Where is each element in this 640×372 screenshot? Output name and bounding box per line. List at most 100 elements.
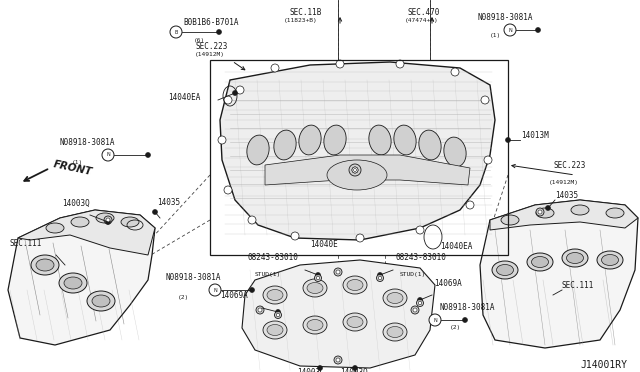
Polygon shape (18, 210, 155, 255)
Ellipse shape (31, 255, 59, 275)
Circle shape (336, 270, 340, 274)
Text: (1): (1) (490, 33, 501, 38)
Circle shape (224, 186, 232, 194)
Circle shape (258, 308, 262, 312)
Circle shape (170, 26, 182, 38)
Circle shape (545, 205, 550, 211)
Text: 14003Q: 14003Q (62, 199, 90, 208)
Circle shape (106, 218, 110, 222)
Circle shape (538, 210, 542, 214)
Circle shape (145, 153, 150, 157)
Circle shape (316, 276, 320, 280)
Ellipse shape (531, 257, 548, 267)
Polygon shape (8, 210, 155, 345)
Ellipse shape (444, 137, 466, 167)
Text: 14035: 14035 (157, 198, 180, 207)
Circle shape (378, 276, 381, 280)
Circle shape (276, 313, 280, 317)
Ellipse shape (307, 282, 323, 294)
Text: STUD(1): STUD(1) (255, 272, 281, 277)
Text: J14001RY: J14001RY (580, 360, 627, 370)
Ellipse shape (303, 316, 327, 334)
Text: 14003: 14003 (297, 368, 320, 372)
Text: (14912M): (14912M) (195, 52, 225, 57)
Bar (210, 60, 508, 255)
Text: 14003Q: 14003Q (340, 368, 368, 372)
Circle shape (336, 358, 340, 362)
Polygon shape (220, 62, 495, 240)
Text: SEC.111: SEC.111 (10, 239, 42, 248)
Circle shape (466, 201, 474, 209)
Circle shape (376, 275, 383, 282)
Ellipse shape (299, 125, 321, 155)
Ellipse shape (383, 289, 407, 307)
Ellipse shape (36, 259, 54, 271)
Text: (11823+B): (11823+B) (284, 18, 317, 23)
Ellipse shape (571, 205, 589, 215)
Ellipse shape (96, 213, 114, 223)
Text: 14069A: 14069A (434, 279, 461, 288)
Circle shape (349, 164, 361, 176)
Circle shape (419, 301, 422, 305)
Ellipse shape (71, 217, 89, 227)
Text: SEC.223: SEC.223 (553, 161, 586, 170)
Circle shape (353, 366, 358, 371)
Ellipse shape (267, 324, 283, 336)
Text: 14013M: 14013M (521, 131, 548, 140)
Circle shape (275, 311, 282, 318)
Text: (14912M): (14912M) (549, 180, 579, 185)
Ellipse shape (92, 295, 110, 307)
Text: B: B (174, 29, 178, 35)
Circle shape (429, 314, 441, 326)
Circle shape (102, 149, 114, 161)
Ellipse shape (527, 253, 553, 271)
Text: N: N (433, 317, 437, 323)
Circle shape (218, 136, 226, 144)
Ellipse shape (501, 215, 519, 225)
Ellipse shape (492, 261, 518, 279)
Circle shape (152, 209, 157, 215)
Circle shape (316, 273, 321, 278)
Ellipse shape (263, 286, 287, 304)
Circle shape (336, 60, 344, 68)
Ellipse shape (369, 125, 391, 155)
Polygon shape (242, 260, 435, 368)
Circle shape (536, 28, 541, 32)
Circle shape (413, 308, 417, 312)
Circle shape (224, 96, 232, 104)
Polygon shape (480, 200, 638, 348)
Polygon shape (265, 155, 470, 185)
Ellipse shape (247, 135, 269, 165)
Text: 14040EA: 14040EA (168, 93, 200, 102)
Circle shape (353, 169, 356, 171)
Circle shape (352, 167, 358, 173)
Circle shape (481, 96, 489, 104)
Ellipse shape (387, 327, 403, 337)
Circle shape (232, 90, 237, 96)
Text: 08243-83010: 08243-83010 (248, 253, 299, 262)
Text: N: N (508, 28, 512, 32)
Text: 14035: 14035 (555, 191, 578, 200)
Ellipse shape (121, 217, 139, 227)
Text: (2): (2) (450, 325, 461, 330)
Circle shape (334, 268, 342, 276)
Ellipse shape (267, 289, 283, 301)
Circle shape (250, 288, 255, 292)
Ellipse shape (566, 253, 584, 263)
Ellipse shape (387, 292, 403, 304)
Text: N08918-3081A: N08918-3081A (478, 13, 534, 22)
Ellipse shape (327, 160, 387, 190)
Circle shape (416, 226, 424, 234)
Circle shape (334, 356, 342, 364)
Ellipse shape (597, 251, 623, 269)
Text: FRONT: FRONT (52, 159, 93, 177)
Text: (2): (2) (178, 295, 189, 300)
Ellipse shape (394, 125, 416, 155)
Ellipse shape (343, 313, 367, 331)
Circle shape (378, 273, 383, 278)
Text: 14040E: 14040E (310, 240, 338, 249)
Circle shape (463, 317, 467, 323)
Text: N: N (213, 288, 217, 292)
Circle shape (256, 306, 264, 314)
Ellipse shape (274, 130, 296, 160)
